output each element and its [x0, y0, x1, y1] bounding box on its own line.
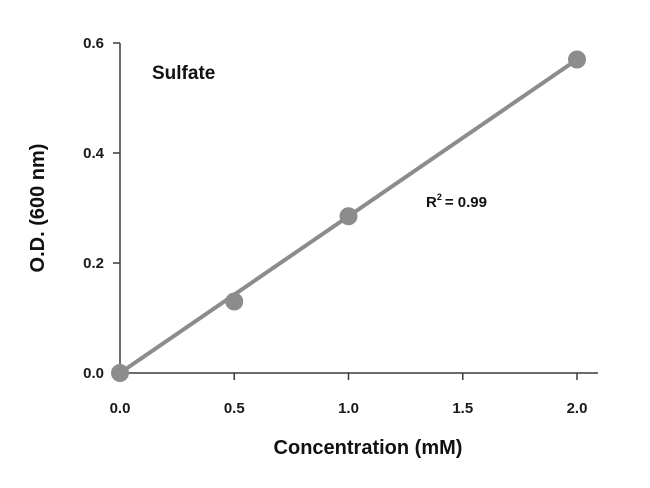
x-ticks: 0.0 0.5 1.0 1.5 2.0 [110, 373, 588, 417]
r-squared-exponent: 2 [437, 192, 442, 202]
y-axis-label: O.D. (600 nm) [27, 144, 49, 273]
x-tick-label: 2.0 [567, 400, 588, 417]
data-point [111, 364, 129, 382]
data-point [339, 207, 358, 226]
data-point [225, 292, 244, 311]
x-axis-label: Concentration (mM) [274, 437, 463, 459]
x-tick-label: 1.0 [338, 400, 359, 417]
sulfate-label: Sulfate [152, 63, 215, 84]
y-tick-label: 0.4 [83, 145, 105, 162]
r-squared-prefix: R [426, 194, 437, 211]
r-squared-annotation: R2 = 0.99 [426, 192, 487, 211]
y-tick-label: 0.6 [83, 35, 104, 52]
axes [119, 43, 598, 374]
x-tick-label: 1.5 [452, 400, 473, 417]
x-tick-label: 0.0 [110, 400, 131, 417]
y-tick-label: 0.0 [83, 365, 104, 382]
data-points [111, 50, 586, 382]
r-squared-value: = 0.99 [445, 194, 487, 211]
y-ticks: 0.0 0.2 0.4 0.6 [83, 35, 120, 382]
y-tick-label: 0.2 [83, 255, 104, 272]
x-tick-label: 0.5 [224, 400, 245, 417]
data-point [568, 50, 586, 69]
